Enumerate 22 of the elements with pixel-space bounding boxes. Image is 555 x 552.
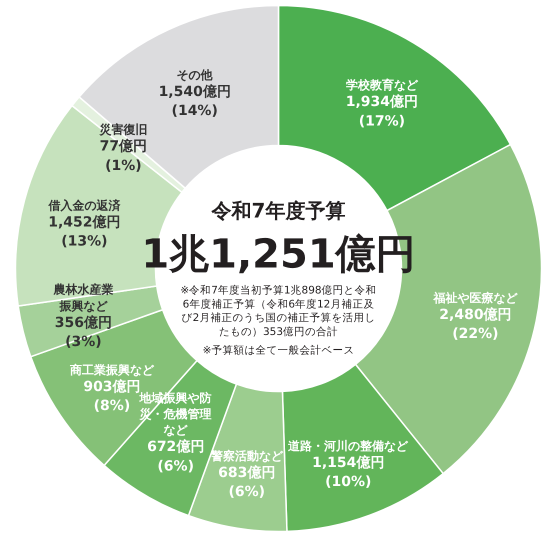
slice-label: 災害復旧 xyxy=(98,122,148,137)
slice-label: 警察活動など xyxy=(210,448,284,463)
data-label: 683億円 (6%) xyxy=(218,464,276,500)
data-label: 2,480億円 (22%) xyxy=(439,306,512,342)
data-label: 1,540億円 (14%) xyxy=(158,82,231,119)
data-label: 1,934億円 (17%) xyxy=(346,93,418,130)
slice-label: 商工業振興など xyxy=(68,363,155,378)
text: ※予算額は全て一般会計ベース xyxy=(202,344,354,356)
data-label: 1,452億円 (13%) xyxy=(48,213,121,250)
data-label: 1,154億円 (10%) xyxy=(312,454,384,490)
data-label: 356億円 (3%) xyxy=(54,314,112,350)
text: 1兆1,251億円 xyxy=(141,232,416,278)
data-label: 672億円 (6%) xyxy=(147,438,204,474)
slice-label: 福祉や医療など xyxy=(432,290,518,305)
slice-label: 道路・河川の整備など xyxy=(287,439,410,454)
text: ※令和7年度当初予算1兆898億円と令和6年度補正予算（令和6年度12月補正及び2月補正のうち国の補正予算を活用したもの）353億円の合計 xyxy=(180,284,377,338)
slice-label: 借入金の返済 xyxy=(47,198,122,212)
slice-label: 農林水産業振興など xyxy=(52,282,114,313)
slice-label: 学校教育など xyxy=(346,78,419,92)
data-label: 77億円 (1%) xyxy=(100,138,148,174)
slice-label: その他 xyxy=(176,68,214,82)
text: 令和7年度予算 xyxy=(210,198,346,222)
